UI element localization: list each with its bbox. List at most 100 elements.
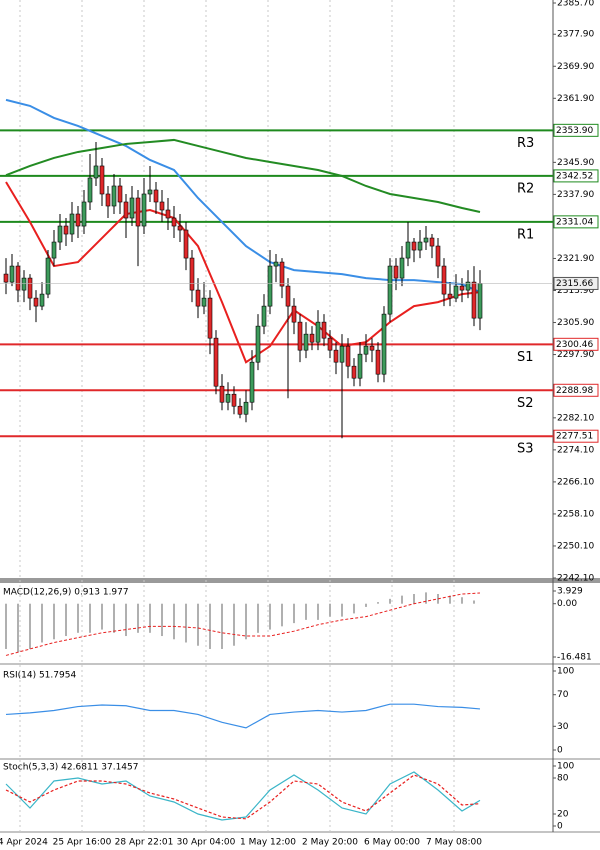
panel-separator — [0, 578, 600, 583]
candle-body — [165, 209, 171, 219]
level-label-box — [553, 337, 599, 351]
candle-body — [81, 201, 87, 227]
y-tick-label: 0.00 — [557, 599, 577, 609]
y-tick-label: 2242.10 — [557, 574, 594, 584]
candle-body — [453, 285, 459, 299]
y-tick-label: 2361.90 — [557, 94, 594, 104]
y-tick-label: 2385.70 — [557, 0, 594, 9]
candle-body — [87, 177, 93, 203]
candle-body — [399, 257, 405, 279]
candle-body — [111, 185, 117, 207]
indicator-line — [5, 771, 481, 821]
y-tick-label: 2274.10 — [557, 445, 594, 455]
candle-body — [51, 241, 57, 259]
candle-body — [21, 277, 27, 291]
candle-body — [459, 285, 465, 291]
candle-body — [93, 165, 99, 179]
y-tick-label: 2369.90 — [557, 62, 594, 72]
candle-body — [267, 265, 273, 307]
y-tick-label: 0 — [557, 822, 563, 832]
candle-body — [69, 213, 75, 235]
y-tick-label: 3.929 — [557, 587, 583, 597]
y-tick-label: 2377.90 — [557, 30, 594, 40]
candle-body — [423, 237, 429, 243]
candle-body — [309, 333, 315, 343]
y-tick-label: 0 — [557, 746, 563, 756]
indicator-line — [5, 774, 481, 820]
candle-body — [147, 189, 153, 195]
candle-body — [123, 201, 129, 219]
stoch-title: Stoch(5,3,3) 42.6811 37.1457 — [3, 763, 138, 773]
candle-body — [261, 305, 267, 327]
indicator-line — [5, 703, 481, 729]
candle-body — [231, 393, 237, 407]
level-label: 2331.04 — [556, 217, 593, 227]
candle-body — [3, 273, 9, 283]
candle-body — [477, 283, 483, 319]
candle-body — [291, 305, 297, 323]
macd-title: MACD(12,26,9) 0.913 1.977 — [3, 588, 129, 598]
candle-body — [33, 297, 39, 307]
moving-average — [5, 181, 481, 364]
level-label: 2277.51 — [556, 432, 593, 442]
y-tick-label: 2345.90 — [557, 158, 594, 168]
candle-body — [273, 261, 279, 267]
candle-body — [135, 197, 141, 227]
candle-body — [339, 345, 345, 363]
candle-body — [213, 337, 219, 387]
y-tick-label: 80 — [557, 774, 569, 784]
level-name: S3 — [517, 442, 534, 457]
x-tick-label: 6 May 00:00 — [364, 838, 420, 848]
macd-signal — [5, 592, 481, 656]
candle-body — [285, 285, 291, 307]
x-tick-label: 7 May 08:00 — [426, 838, 482, 848]
candle-body — [429, 237, 435, 247]
y-tick-label: 70 — [557, 690, 569, 700]
y-tick-label: 100 — [557, 667, 574, 677]
candle-body — [321, 321, 327, 339]
x-tick-label: 28 Apr 22:01 — [115, 838, 174, 848]
y-tick-label: 2266.10 — [557, 477, 594, 487]
candle-body — [315, 321, 321, 343]
x-tick-label: 30 Apr 04:00 — [177, 838, 236, 848]
level-label: 2342.52 — [556, 171, 593, 181]
y-tick-label: -16.481 — [557, 653, 592, 663]
y-tick-label: 2258.10 — [557, 509, 594, 519]
candle-body — [381, 313, 387, 375]
candle-body — [369, 345, 375, 351]
candle-body — [417, 241, 423, 251]
y-tick-label: 2321.90 — [557, 254, 594, 264]
candle-body — [15, 265, 21, 291]
y-tick-label: 2282.10 — [557, 413, 594, 423]
candle-body — [411, 241, 417, 251]
y-tick-label: 20 — [557, 810, 569, 820]
candle-body — [441, 265, 447, 295]
level-label: 2300.46 — [556, 340, 593, 350]
candle-body — [201, 297, 207, 307]
level-name: R2 — [517, 181, 534, 196]
moving-average — [5, 98, 481, 294]
level-name: R3 — [517, 136, 534, 151]
last-price-box — [553, 276, 599, 290]
level-name: S2 — [517, 396, 534, 411]
candle-body — [129, 197, 135, 219]
candle-body — [333, 349, 339, 363]
x-tick-label: 25 Apr 16:00 — [53, 838, 112, 848]
candle-body — [375, 349, 381, 375]
candle-body — [195, 289, 201, 307]
candle-body — [183, 229, 189, 259]
candle-body — [405, 241, 411, 259]
moving-average — [5, 138, 481, 213]
level-label: 2353.90 — [556, 126, 593, 136]
candle-body — [207, 297, 213, 339]
y-tick-label: 30 — [557, 722, 569, 732]
candle-body — [303, 333, 309, 351]
level-name: R1 — [517, 227, 534, 242]
candle-body — [27, 277, 33, 299]
level-label-box — [553, 215, 599, 229]
candle-body — [243, 401, 249, 415]
level-label-box — [553, 383, 599, 397]
candle-body — [9, 265, 15, 283]
